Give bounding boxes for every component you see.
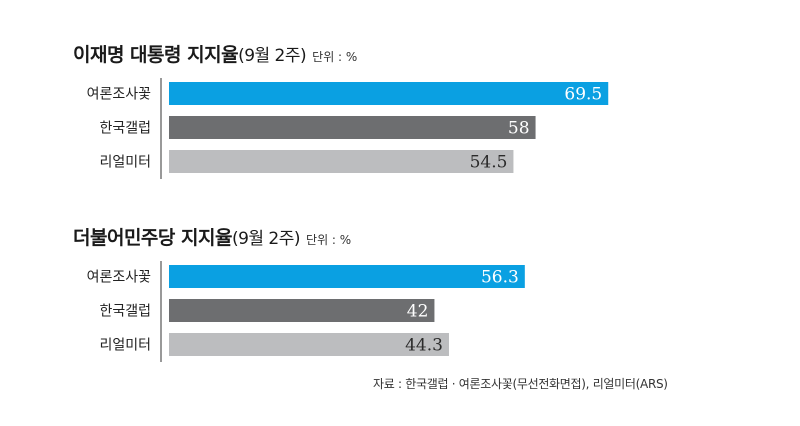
category-label: 한국갤럽 (99, 121, 151, 137)
value-label: 58 (508, 119, 530, 139)
bar-2 (169, 150, 514, 173)
value-label: 69.5 (564, 85, 602, 105)
chart-title-period: (9월 2주) (231, 229, 301, 249)
chart-title-period: (9월 2주) (238, 46, 307, 66)
value-label: 44.3 (405, 336, 443, 356)
category-label: 리얼미터 (99, 155, 151, 171)
category-label: 여론조사꽃 (87, 270, 152, 286)
bar-1 (169, 299, 435, 322)
category-label: 여론조사꽃 (87, 87, 152, 103)
bar-1 (169, 116, 536, 139)
category-label: 리얼미터 (99, 338, 151, 354)
bar-2 (169, 333, 449, 356)
bar-0 (169, 82, 609, 105)
chart-title: 더불어민주당 지지율(9월 2주) 단위 : % (73, 227, 351, 251)
bar-0 (169, 265, 525, 288)
value-label: 56.3 (481, 268, 519, 288)
chart-title-main: 이재명 대통령 지지율 (73, 44, 239, 66)
bar-chart-party: 여론조사꽃 56.3 한국갤럽 42 리얼미터 44.3 (87, 261, 525, 362)
category-label: 한국갤럽 (99, 304, 151, 320)
chart-unit-label: 단위 : % (306, 233, 352, 247)
value-label: 42 (407, 302, 429, 322)
chart-title-main: 더불어민주당 지지율 (73, 227, 232, 249)
bar-chart-president: 여론조사꽃 69.5 한국갤럽 58 리얼미터 54.5 (87, 78, 609, 179)
source-note: 자료 : 한국갤럽 · 여론조사꽃(무선전화면접), 리얼미터(ARS) (373, 377, 668, 391)
chart-unit-label: 단위 : % (312, 50, 358, 64)
value-label: 54.5 (470, 153, 508, 173)
chart-title: 이재명 대통령 지지율(9월 2주) 단위 : % (73, 44, 357, 68)
